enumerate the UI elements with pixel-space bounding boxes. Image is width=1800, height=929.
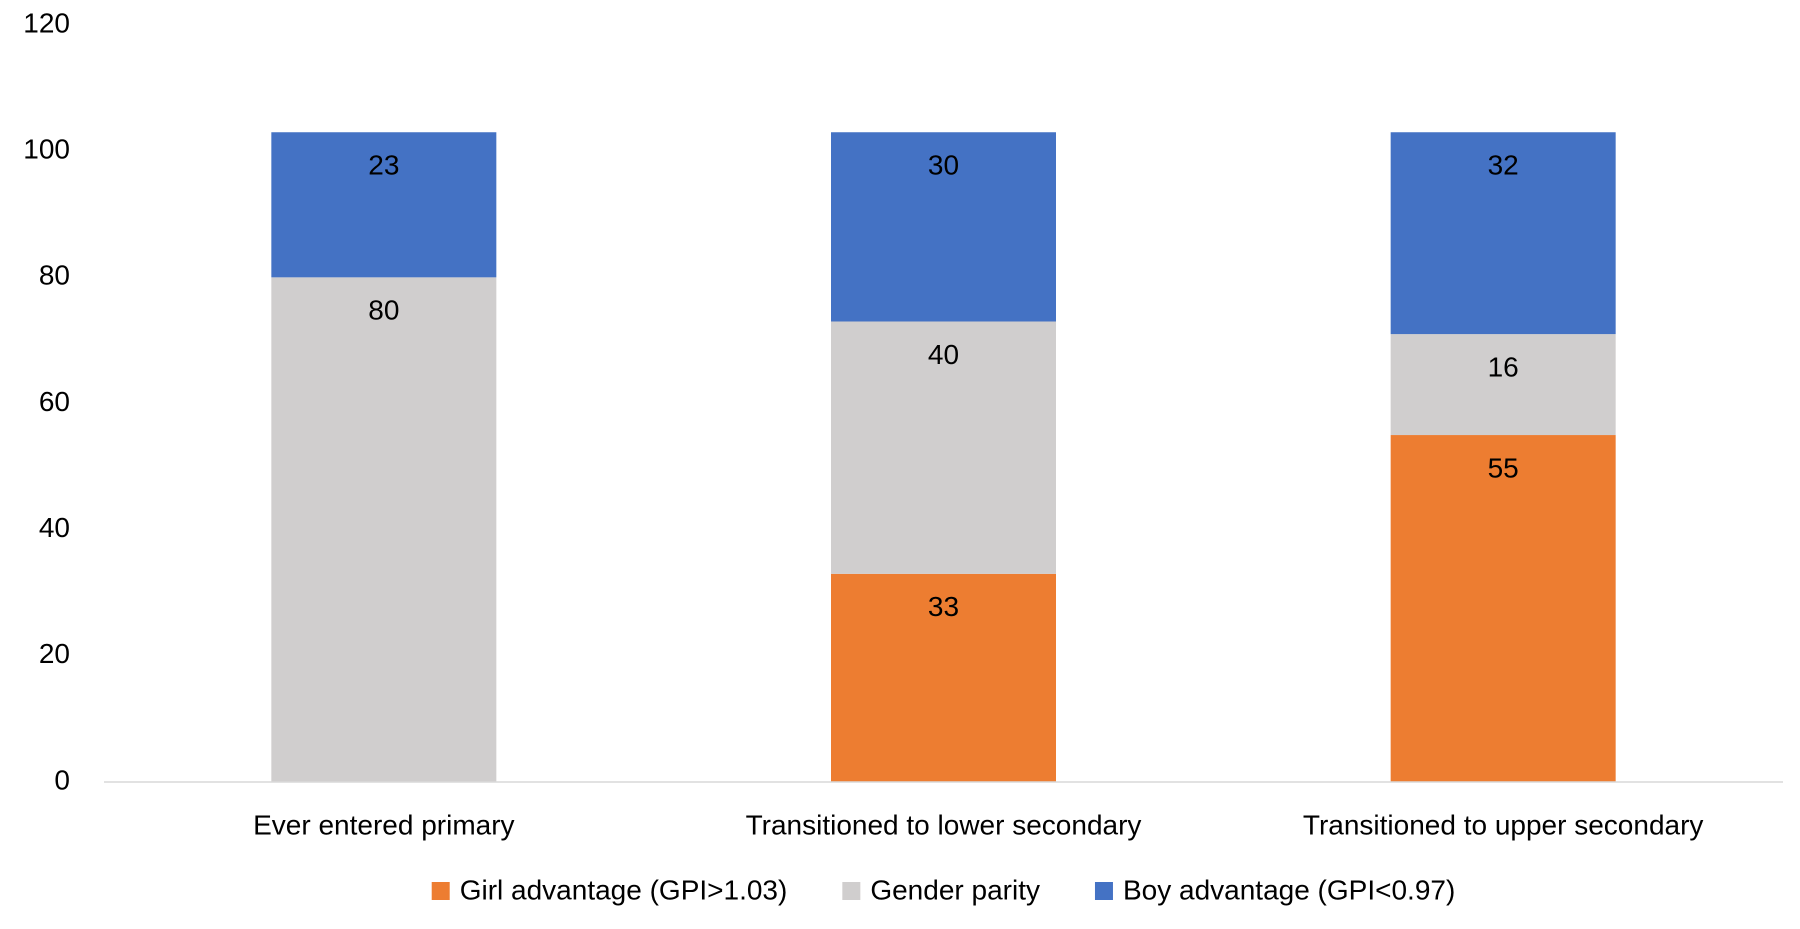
- y-tick-label: 60: [39, 386, 70, 417]
- data-label: 16: [1488, 351, 1519, 382]
- y-tick-label: 80: [39, 260, 70, 291]
- data-label: 33: [928, 591, 959, 622]
- y-tick-label: 20: [39, 638, 70, 669]
- y-tick-label: 120: [23, 7, 70, 38]
- x-tick-label: Transitioned to lower secondary: [746, 809, 1142, 840]
- bar-segment: [271, 277, 497, 782]
- legend-swatch: [431, 882, 450, 900]
- legend-label: Boy advantage (GPI<0.97): [1123, 874, 1455, 905]
- legend-swatch: [842, 882, 861, 900]
- data-label: 55: [1488, 452, 1519, 483]
- bar-segment: [1390, 132, 1616, 335]
- data-label: 40: [928, 339, 959, 370]
- y-tick-label: 0: [54, 764, 70, 795]
- bar-segment: [831, 321, 1056, 574]
- data-label: 32: [1488, 150, 1519, 181]
- bar-segment: [831, 573, 1056, 782]
- bar-segment: [271, 132, 497, 278]
- bar-segment: [1390, 435, 1616, 782]
- legend-label: Girl advantage (GPI>1.03): [460, 874, 788, 905]
- bar-segment: [1390, 334, 1616, 436]
- legend-swatch: [1094, 882, 1113, 900]
- data-label: 23: [368, 150, 399, 181]
- bar-segment: [831, 132, 1056, 322]
- y-tick-label: 40: [39, 512, 70, 543]
- y-tick-label: 100: [23, 134, 70, 165]
- data-label: 30: [928, 150, 959, 181]
- x-tick-label: Ever entered primary: [253, 809, 514, 840]
- legend-label: Gender parity: [870, 874, 1040, 905]
- data-label: 80: [368, 295, 399, 326]
- x-tick-label: Transitioned to upper secondary: [1303, 809, 1704, 840]
